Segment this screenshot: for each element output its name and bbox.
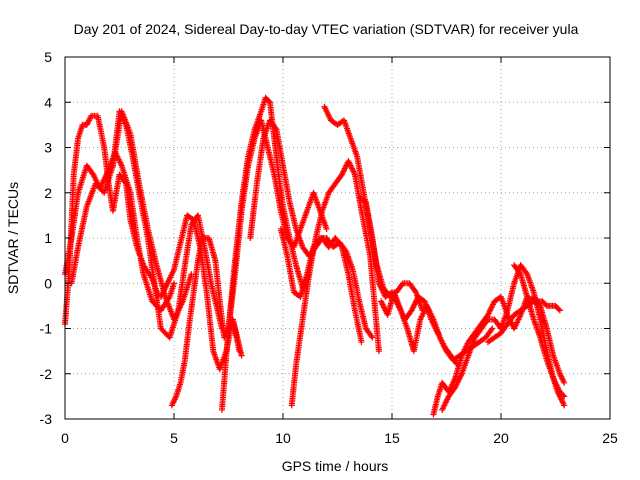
- series-track-2: [62, 112, 162, 327]
- data-points: [62, 94, 568, 418]
- x-tick-label: 0: [61, 430, 69, 446]
- data-point: [488, 326, 495, 333]
- data-point: [556, 307, 563, 314]
- data-point: [489, 325, 496, 332]
- data-point: [375, 348, 382, 355]
- series-track-19: [530, 293, 563, 314]
- series-track-14: [378, 289, 496, 364]
- data-point: [561, 379, 568, 386]
- y-tick-label: 4: [44, 94, 52, 110]
- tick-marks: [64, 56, 611, 420]
- series-track-18: [484, 298, 568, 386]
- y-axis-label: SDTVAR / TECUs: [5, 182, 21, 294]
- series-track-4: [109, 108, 225, 341]
- x-tick-label: 10: [275, 430, 291, 446]
- chart-title: Day 201 of 2024, Sidereal Day-to-day VTE…: [74, 21, 579, 37]
- series-track-17: [511, 262, 568, 409]
- data-point: [265, 98, 272, 105]
- data-point: [323, 225, 330, 232]
- series-track-8: [225, 117, 330, 332]
- x-tick-label: 15: [384, 430, 400, 446]
- x-axis-label: GPS time / hours: [282, 458, 389, 474]
- series-track-9: [247, 117, 365, 346]
- y-tick-labels: -3 -2 -1 0 1 2 3 4 5: [40, 49, 53, 427]
- series-track-6: [168, 235, 245, 409]
- y-tick-label: 5: [44, 49, 52, 65]
- data-point: [368, 333, 375, 340]
- y-tick-label: -2: [40, 366, 53, 382]
- y-tick-label: 2: [44, 185, 52, 201]
- data-point: [272, 125, 279, 132]
- series-track-10: [277, 225, 376, 341]
- y-tick-label: 3: [44, 140, 52, 156]
- x-tick-label: 5: [170, 430, 178, 446]
- data-point: [369, 334, 376, 341]
- y-tick-label: 0: [44, 275, 52, 291]
- x-tick-label: 20: [493, 430, 509, 446]
- data-point: [555, 306, 562, 313]
- y-tick-label: -1: [40, 321, 53, 337]
- data-point: [358, 339, 365, 346]
- series-track-5: [157, 212, 243, 373]
- data-point: [122, 179, 129, 186]
- series-track-11: [288, 158, 382, 409]
- y-tick-label: -3: [40, 411, 53, 427]
- x-tick-label: 25: [602, 430, 618, 446]
- x-tick-labels: 0 5 10 15 20 25: [61, 430, 618, 446]
- data-point: [238, 352, 245, 359]
- y-tick-label: 1: [44, 230, 52, 246]
- data-point: [561, 402, 568, 409]
- data-point: [171, 280, 177, 287]
